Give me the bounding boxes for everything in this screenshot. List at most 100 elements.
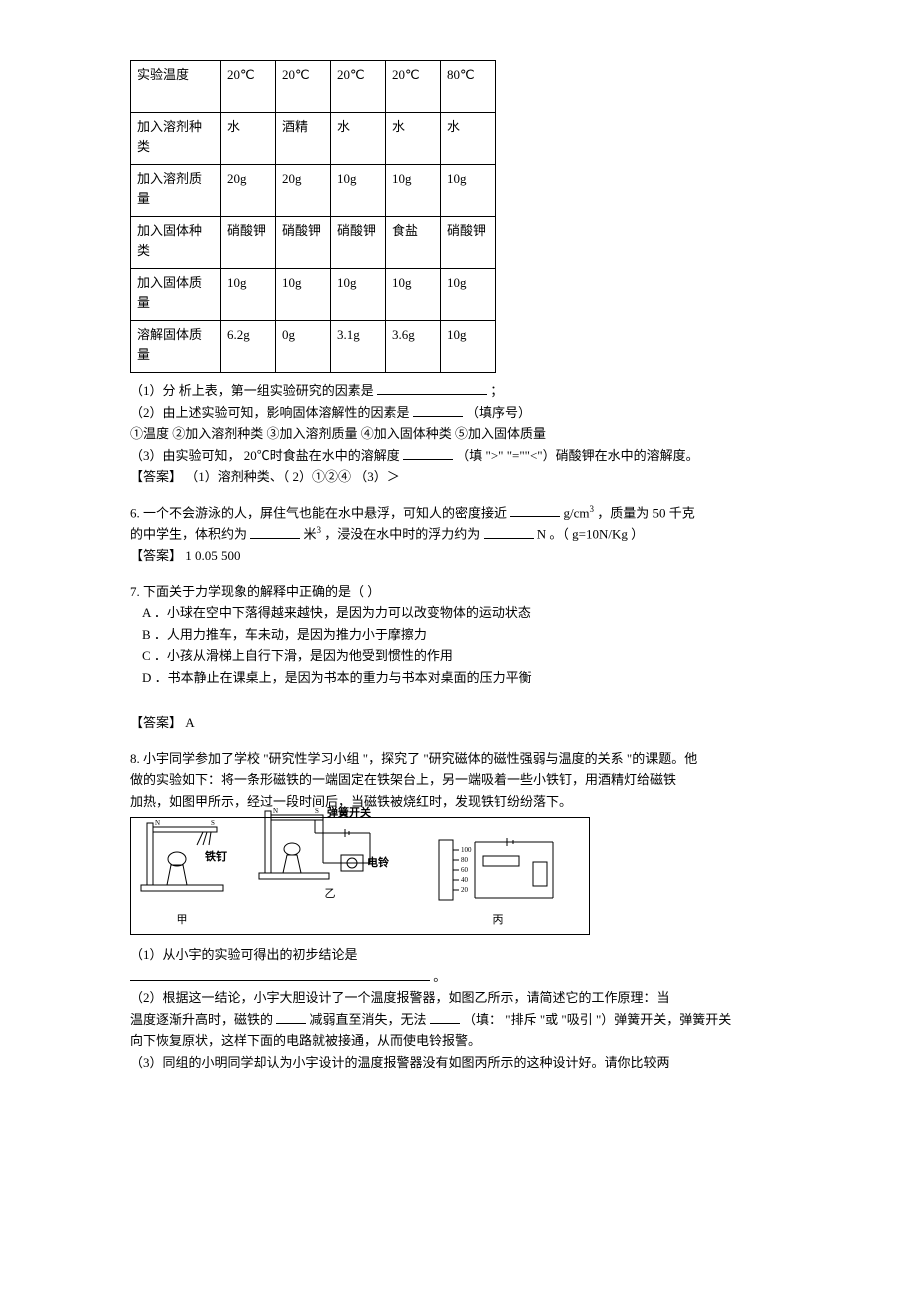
q7: 7. 下面关于力学现象的解释中正确的是（ ） A ．小球在空中下落得越来越快，是… xyxy=(130,582,820,733)
text: 。 xyxy=(433,969,446,984)
cell: 6.2g xyxy=(221,321,276,373)
q5-line1: （1）分 析上表，第一组实验研究的因素是 ； xyxy=(130,381,820,401)
cell: 溶解固体质量 xyxy=(131,321,221,373)
q6-answer: 【答案】 1 0.05 500 xyxy=(130,546,820,566)
table-row: 加入固体种类 硝酸钾 硝酸钾 硝酸钾 食盐 硝酸钾 xyxy=(131,217,496,269)
cell: 10g xyxy=(441,269,496,321)
text: 温度逐渐升高时，磁铁的 xyxy=(130,1012,273,1027)
cell: 20℃ xyxy=(386,61,441,113)
text: 减弱直至消失，无法 xyxy=(310,1012,427,1027)
q8-line1: 8. 小宇同学参加了学校 "研究性学习小组 "，探究了 "研究磁体的磁性强弱与温… xyxy=(130,749,820,769)
q6-line1: 6. 一个不会游泳的人，屏住气也能在水中悬浮，可知人的密度接近 g/cm3 ，质… xyxy=(130,503,820,523)
q7-option-d: D ．书本静止在课桌上，是因为书本的重力与书本对桌面的压力平衡 xyxy=(130,668,820,688)
fill-blank xyxy=(250,525,300,539)
thermo-tick: 40 xyxy=(461,876,469,884)
text: （填序号） xyxy=(466,405,531,420)
text: （填： "排斥 "或 "吸引 "）弹簧开关，弹簧开关 xyxy=(463,1012,731,1027)
label-spring-switch: 弹簧开关 xyxy=(327,807,371,819)
cell: 水 xyxy=(221,113,276,165)
cell: 加入溶剂质量 xyxy=(131,165,221,217)
q8-sub2a: （2）根据这一结论，小宇大胆设计了一个温度报警器，如图乙所示，请简述它的工作原理… xyxy=(130,988,820,1008)
fill-blank xyxy=(484,525,534,539)
cell: 水 xyxy=(331,113,386,165)
label-bell: 电铃 xyxy=(367,857,389,869)
q7-option-a: A ．小球在空中下落得越来越快，是因为力可以改变物体的运动状态 xyxy=(130,603,820,623)
q7-option-b: B ．人用力推车，车未动，是因为推力小于摩擦力 xyxy=(130,625,820,645)
cell: 20℃ xyxy=(221,61,276,113)
cell: 10g xyxy=(331,165,386,217)
text: 米 xyxy=(304,527,317,542)
svg-text:N: N xyxy=(155,819,160,827)
cell: 10g xyxy=(441,321,496,373)
cell: 实验温度 xyxy=(131,61,221,113)
fill-blank xyxy=(510,503,560,517)
cell: 20g xyxy=(221,165,276,217)
cell: 加入固体质量 xyxy=(131,269,221,321)
cell: 食盐 xyxy=(386,217,441,269)
apparatus-bing-icon: 100 80 60 40 20 xyxy=(433,832,563,912)
cell: 酒精 xyxy=(276,113,331,165)
svg-text:S: S xyxy=(211,819,215,827)
table-row: 溶解固体质量 6.2g 0g 3.1g 3.6g 10g xyxy=(131,321,496,373)
text: ； xyxy=(490,383,503,398)
cell: 3.6g xyxy=(386,321,441,373)
figure-bing: 100 80 60 40 20 丙 xyxy=(433,832,563,929)
cell: 3.1g xyxy=(331,321,386,373)
q5-line2: （2）由上述实验可知，影响固体溶解性的因素是 （填序号） xyxy=(130,403,820,423)
q5-answer: 【答案】 （1）溶剂种类、（ 2）①②④ （3）＞ xyxy=(130,467,820,487)
cell: 硝酸钾 xyxy=(276,217,331,269)
svg-text:S: S xyxy=(315,807,319,815)
thermo-tick: 20 xyxy=(461,886,469,894)
cell: 80℃ xyxy=(441,61,496,113)
superscript: 3 xyxy=(317,525,322,535)
cell: 水 xyxy=(386,113,441,165)
fill-blank xyxy=(130,967,430,981)
q7-stem: 7. 下面关于力学现象的解释中正确的是（ ） xyxy=(130,582,820,602)
cell: 10g xyxy=(331,269,386,321)
text: g/cm xyxy=(564,505,590,520)
cell: 10g xyxy=(441,165,496,217)
superscript: 3 xyxy=(590,504,595,514)
cell: 10g xyxy=(386,269,441,321)
cell: 0g xyxy=(276,321,331,373)
label-bing: 丙 xyxy=(493,912,504,929)
q6-line2: 的中学生，体积约为 米3 ，浸没在水中时的浮力约为 N 。（ g=10N/Kg … xyxy=(130,524,820,544)
cell: 硝酸钾 xyxy=(441,217,496,269)
q8-sub1-blank: 。 xyxy=(130,967,820,987)
q8: 8. 小宇同学参加了学校 "研究性学习小组 "，探究了 "研究磁体的磁性强弱与温… xyxy=(130,749,820,1073)
fill-blank xyxy=(377,381,487,395)
text: （2）由上述实验可知，影响固体溶解性的因素是 xyxy=(130,405,410,420)
cell: 10g xyxy=(386,165,441,217)
text: N 。（ g=10N/Kg ） xyxy=(537,527,644,542)
cell: 加入溶剂种类 xyxy=(131,113,221,165)
q8-line2: 做的实验如下：将一条形磁铁的一端固定在铁架台上，另一端吸着一些小铁钉，用酒精灯给… xyxy=(130,770,820,790)
text: （填 ">" "=""<"）硝酸钾在水中的溶解度。 xyxy=(456,448,698,463)
cell: 10g xyxy=(221,269,276,321)
cell: 硝酸钾 xyxy=(221,217,276,269)
q8-figure: NS 铁钉 甲 NS xyxy=(130,817,590,935)
text: ，质量为 50 千克 xyxy=(597,505,695,520)
cell: 20℃ xyxy=(276,61,331,113)
text: ，浸没在水中时的浮力约为 xyxy=(324,527,480,542)
q8-sub1: （1）从小宇的实验可得出的初步结论是 xyxy=(130,945,820,965)
table-row: 加入固体质量 10g 10g 10g 10g 10g xyxy=(131,269,496,321)
text: 的中学生，体积约为 xyxy=(130,527,247,542)
table-row: 加入溶剂质量 20g 20g 10g 10g 10g xyxy=(131,165,496,217)
text: （1）分 析上表，第一组实验研究的因素是 xyxy=(130,383,374,398)
q5-line4: （3）由实验可知， 20℃时食盐在水中的溶解度 （填 ">" "=""<"）硝酸… xyxy=(130,446,820,466)
label-iron-nail: 铁钉 xyxy=(205,849,227,866)
cell: 加入固体种类 xyxy=(131,217,221,269)
figure-jia: NS 铁钉 甲 xyxy=(137,815,227,928)
cell: 20g xyxy=(276,165,331,217)
q8-sub2c: 向下恢复原状，这样下面的电路就被接通，从而使电铃报警。 xyxy=(130,1031,820,1051)
cell: 20℃ xyxy=(331,61,386,113)
q8-sub2b: 温度逐渐升高时，磁铁的 减弱直至消失，无法 （填： "排斥 "或 "吸引 "）弹… xyxy=(130,1010,820,1030)
fill-blank xyxy=(403,446,453,460)
figure-yi: NS 弹簧开关 电铃 乙 xyxy=(255,803,405,928)
q5-options: ①温度 ②加入溶剂种类 ③加入溶剂质量 ④加入固体种类 ⑤加入固体质量 xyxy=(130,424,820,444)
cell: 10g xyxy=(276,269,331,321)
text: 6. 一个不会游泳的人，屏住气也能在水中悬浮，可知人的密度接近 xyxy=(130,505,507,520)
fill-blank xyxy=(430,1010,460,1024)
cell: 硝酸钾 xyxy=(331,217,386,269)
cell: 水 xyxy=(441,113,496,165)
